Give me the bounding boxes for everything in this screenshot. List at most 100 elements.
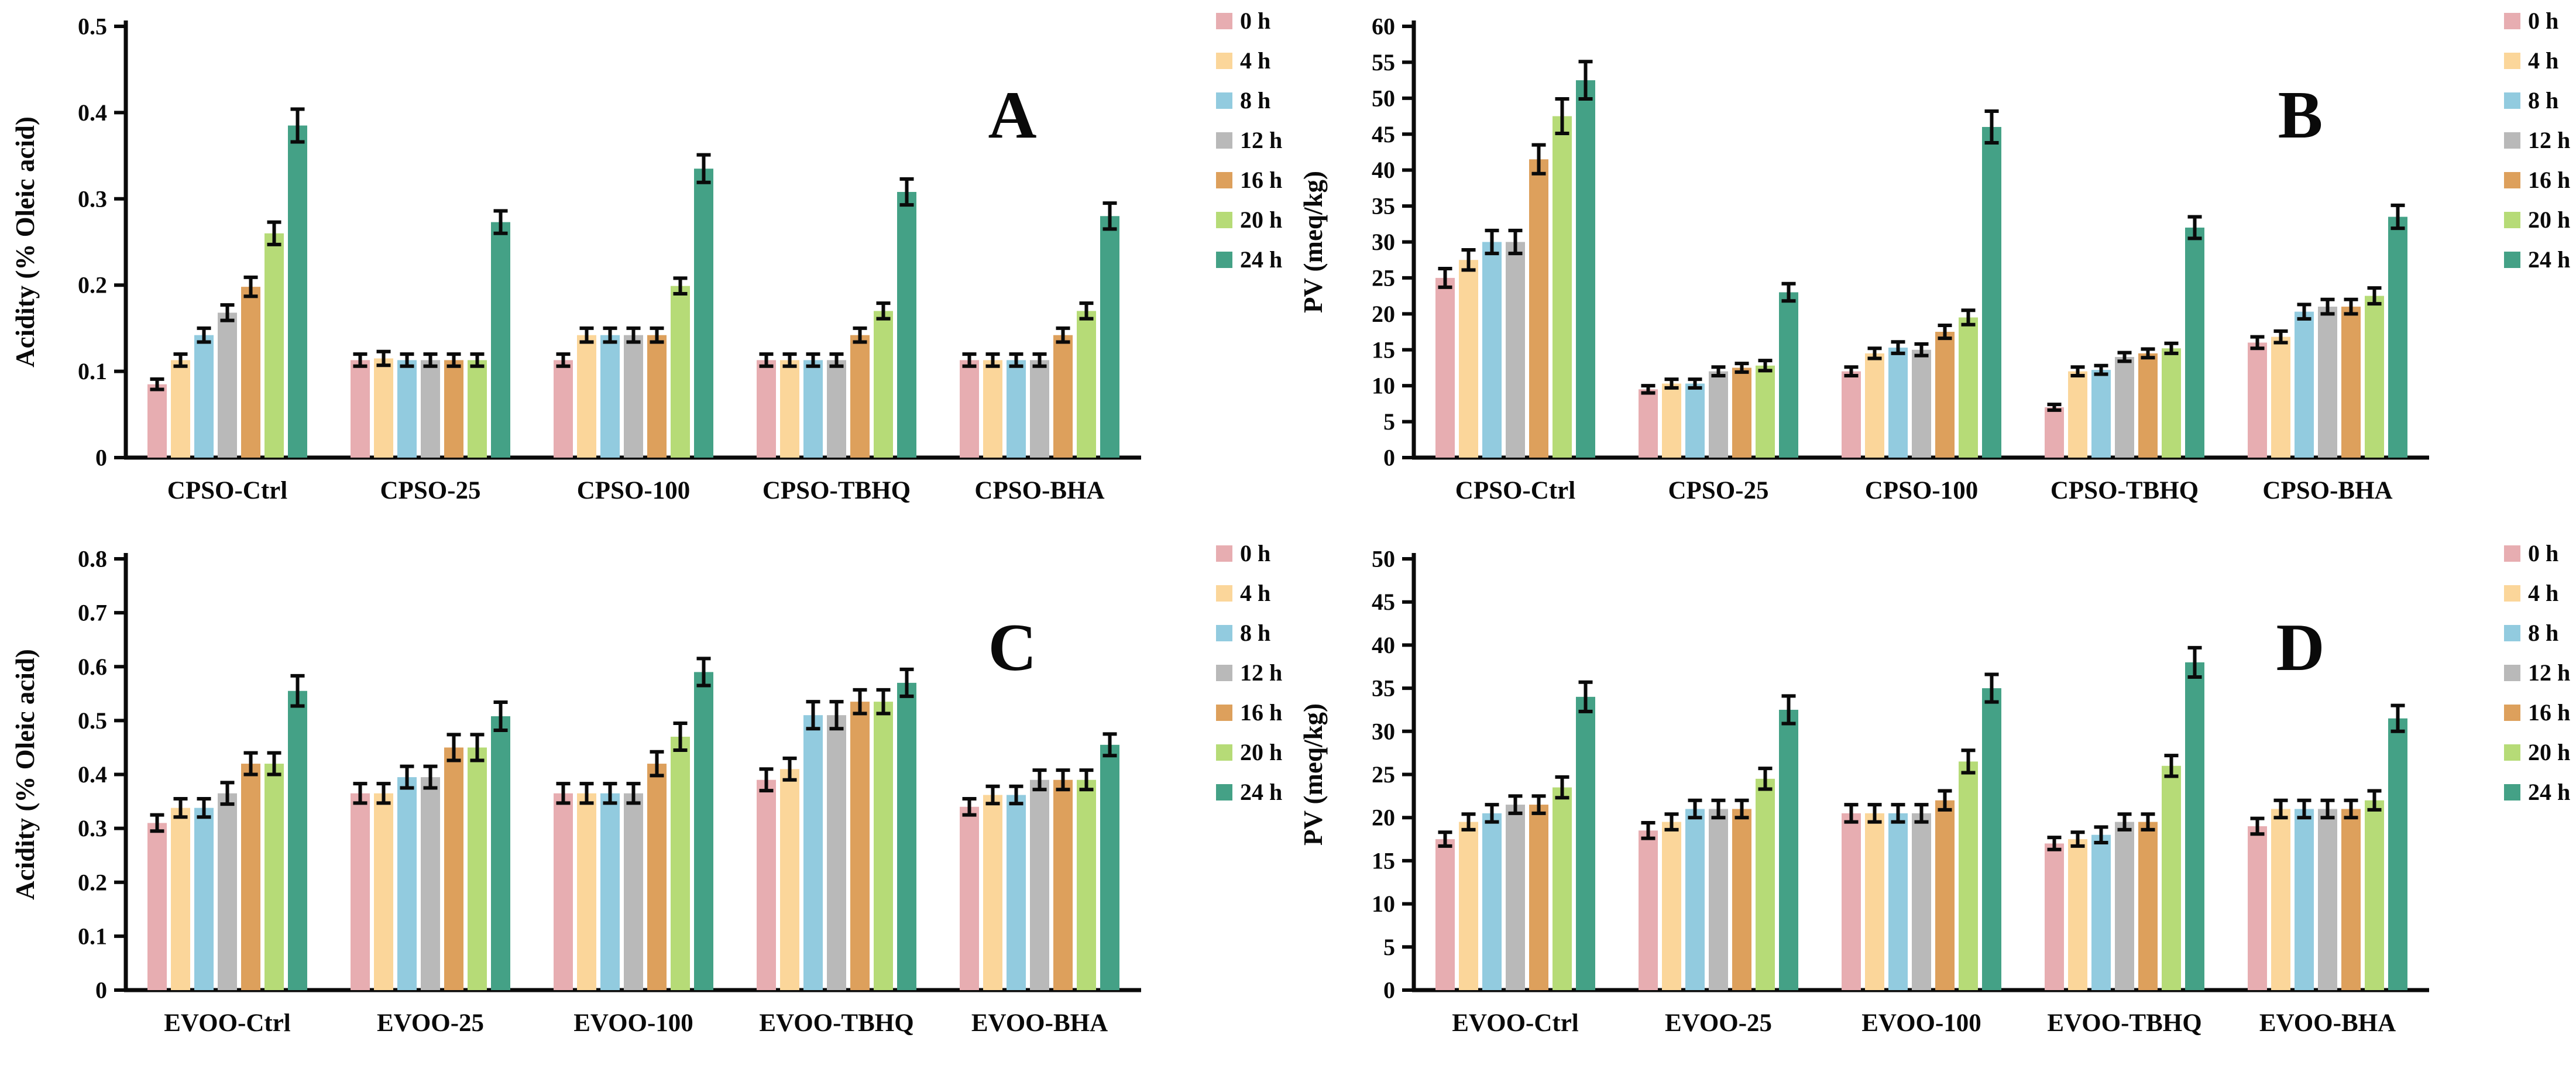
bar-c-EVOO-TBHQ-4h: [780, 769, 799, 990]
bar-a-CPSO-Ctrl-0h: [147, 384, 167, 458]
legend-item: 20 h: [2504, 741, 2574, 764]
y-tick-label: 45: [1372, 589, 1395, 615]
bar-d-EVOO-BHA-4h: [2271, 809, 2290, 990]
legend: 0 h 4 h 8 h 12 h 16 h 20 h 24 h: [1216, 542, 1286, 805]
bar-b-CPSO-TBHQ-0h: [2045, 407, 2064, 458]
error-bar: [579, 326, 594, 344]
error-bar: [1664, 377, 1679, 390]
y-axis-title: PV (meq/kg): [1299, 703, 1328, 846]
panel-c: 0 0.1 0.2 0.3 0.4 0.5 0.6 0.7 0.8 Acidity (% Olei…: [0, 532, 1288, 1065]
error-bar: [446, 352, 461, 368]
bar-b-CPSO-TBHQ-20h: [2162, 348, 2181, 458]
error-bar: [267, 220, 281, 246]
error-bar: [1461, 248, 1476, 272]
legend-item: 0 h: [1216, 542, 1286, 565]
error-bar: [1688, 377, 1702, 390]
bar-a-CPSO-TBHQ-20h: [874, 311, 893, 458]
error-bar: [1641, 384, 1655, 395]
error-bar: [2164, 341, 2179, 355]
error-bar: [493, 209, 508, 235]
bar-a-CPSO-100-24h: [694, 169, 713, 458]
category-label: EVOO-25: [377, 1009, 484, 1037]
error-bar: [899, 177, 914, 207]
error-bar: [1664, 812, 1679, 832]
bar-c-EVOO-25-0h: [351, 793, 370, 990]
bar-c-EVOO-25-12h: [421, 777, 440, 990]
error-bar: [220, 781, 235, 806]
legend-swatch: [2504, 13, 2520, 29]
category-label: EVOO-100: [573, 1009, 693, 1037]
bar-c-EVOO-TBHQ-24h: [897, 682, 916, 990]
bar-b-CPSO-100-4h: [1865, 353, 1884, 458]
bar-a-CPSO-25-12h: [421, 360, 440, 458]
bar-c-EVOO-BHA-16h: [1053, 779, 1073, 990]
y-tick-label: 15: [1372, 847, 1395, 874]
error-bar: [853, 326, 867, 344]
bar-a-CPSO-100-4h: [577, 335, 596, 458]
bar-b-CPSO-BHA-24h: [2388, 217, 2407, 458]
bar-d-EVOO-Ctrl-20h: [1553, 787, 1572, 990]
panel-letter: B: [2278, 78, 2323, 152]
bar-a-CPSO-Ctrl-4h: [171, 360, 190, 458]
y-tick-label: 0: [1383, 977, 1395, 1004]
legend-swatch: [1216, 252, 1232, 268]
error-bar: [1914, 803, 1929, 824]
bar-b-CPSO-100-24h: [1982, 126, 2001, 458]
bar-a-CPSO-100-0h: [554, 360, 573, 458]
bar-b-CPSO-Ctrl-20h: [1553, 116, 1572, 458]
legend-swatch: [2504, 705, 2520, 721]
bar-a-CPSO-TBHQ-16h: [850, 335, 870, 458]
error-bar: [1531, 794, 1546, 815]
legend-item: 24 h: [1216, 779, 1286, 805]
error-bar: [2250, 335, 2265, 351]
bar-b-CPSO-100-0h: [1842, 371, 1861, 458]
error-bar: [1938, 323, 1952, 341]
bar-d-EVOO-25-24h: [1779, 709, 1798, 990]
bar-d-EVOO-TBHQ-16h: [2138, 822, 2158, 990]
y-tick-label: 0: [1383, 445, 1395, 471]
error-bar: [1508, 228, 1523, 256]
legend-label: 24 h: [2528, 779, 2571, 805]
category-label: CPSO-TBHQ: [763, 477, 911, 504]
error-bar: [1891, 803, 1905, 824]
y-tick-label: 20: [1372, 301, 1395, 327]
y-tick-label: 35: [1372, 193, 1395, 219]
error-bar: [150, 813, 164, 833]
error-bar: [353, 782, 367, 805]
bar-d-EVOO-25-16h: [1732, 809, 1751, 990]
bar-c-EVOO-TBHQ-20h: [874, 702, 893, 990]
legend-label: 24 h: [1240, 779, 1283, 805]
legend-swatch: [1216, 132, 1232, 149]
error-bar: [376, 349, 391, 367]
legend-item: 12 h: [1216, 661, 1286, 685]
bar-a-CPSO-25-0h: [351, 360, 370, 458]
error-bar: [696, 153, 711, 184]
bar-b-CPSO-BHA-8h: [2295, 311, 2314, 458]
y-tick-label: 25: [1372, 761, 1395, 788]
legend-swatch: [1216, 172, 1232, 188]
legend-label: 16 h: [2528, 699, 2571, 726]
error-bar: [2390, 203, 2405, 231]
y-tick-label: 50: [1372, 85, 1395, 111]
bar-d-EVOO-Ctrl-0h: [1435, 839, 1455, 990]
bar-b-CPSO-100-16h: [1935, 332, 1955, 458]
error-bar: [2094, 825, 2108, 844]
error-bar: [220, 303, 235, 322]
error-bar: [876, 688, 891, 716]
bar-d-EVOO-Ctrl-12h: [1506, 805, 1525, 990]
error-bar: [876, 301, 891, 321]
bar-a-CPSO-100-12h: [624, 335, 643, 458]
bar-b-CPSO-Ctrl-8h: [1482, 242, 1502, 458]
category-label: CPSO-Ctrl: [167, 477, 287, 504]
y-tick-label: 10: [1372, 373, 1395, 399]
error-bar: [2273, 798, 2288, 820]
bar-a-CPSO-100-20h: [671, 286, 690, 458]
error-bar: [1578, 60, 1593, 101]
legend-item: 4 h: [2504, 582, 2574, 605]
error-bar: [150, 377, 164, 391]
error-bar: [2320, 297, 2335, 316]
legend-item: 24 h: [2504, 779, 2574, 805]
bar-b-CPSO-BHA-16h: [2341, 307, 2361, 458]
error-bar: [2117, 351, 2132, 363]
legend: 0 h 4 h 8 h 12 h 16 h 20 h 24 h: [2504, 9, 2574, 272]
